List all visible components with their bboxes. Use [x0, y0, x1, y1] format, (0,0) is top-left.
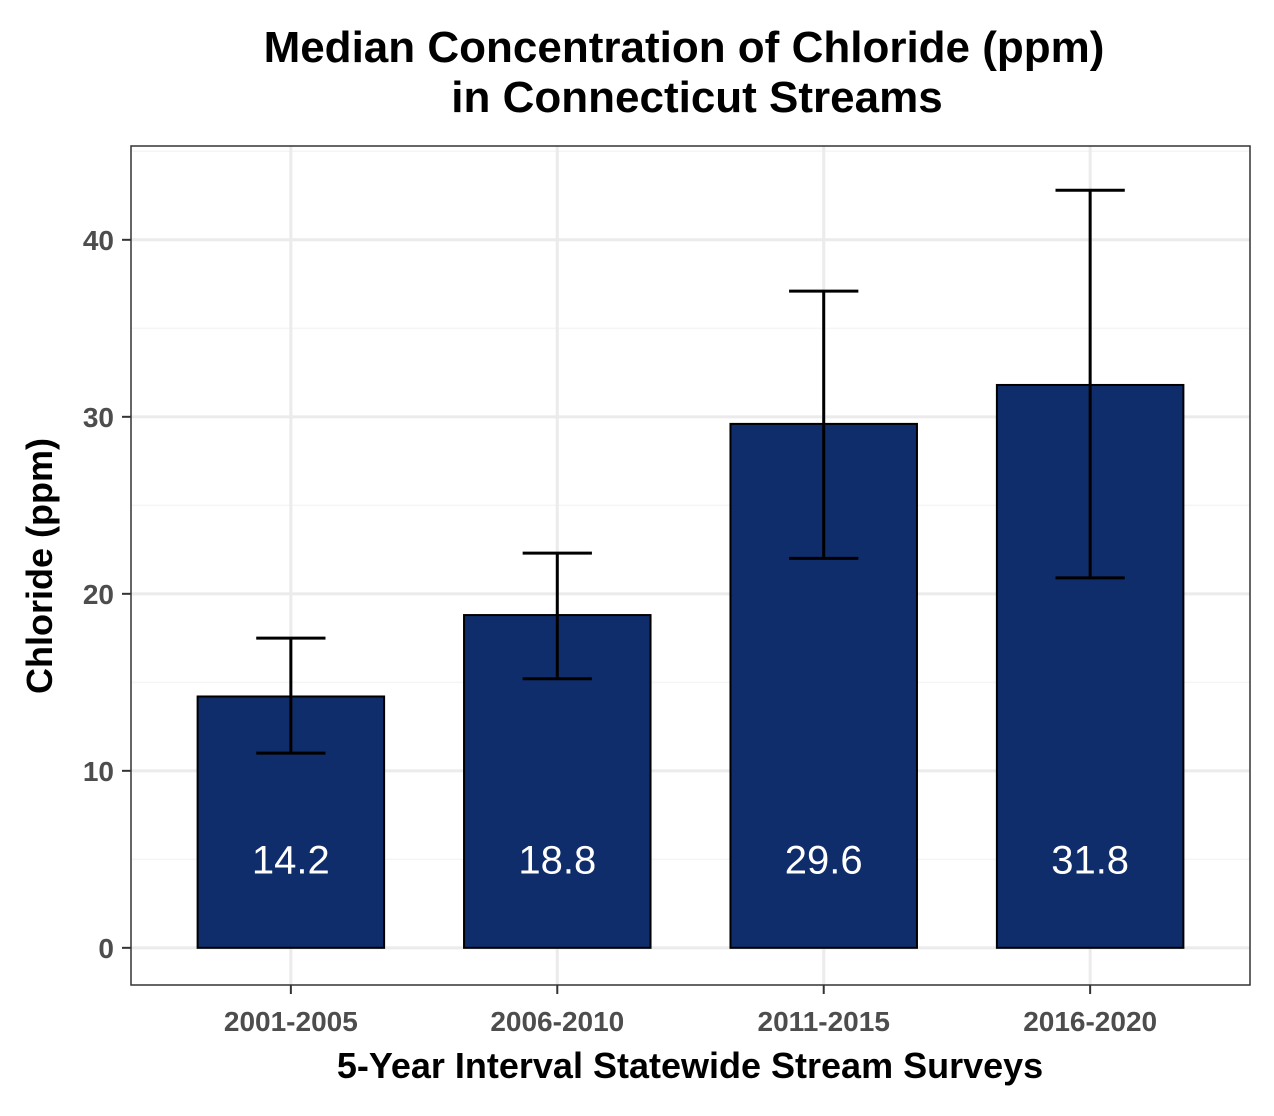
y-tick-label: 0	[98, 933, 114, 964]
bar-value-label: 29.6	[785, 838, 863, 882]
panel-border	[130, 145, 1251, 986]
y-axis-title: Chloride (ppm)	[19, 438, 60, 694]
bar-value-label: 18.8	[518, 838, 596, 882]
x-tick-label: 2011-2015	[758, 1006, 890, 1037]
y-tick-label: 20	[83, 579, 114, 610]
x-tick-label: 2001-2005	[224, 1006, 358, 1037]
y-tick-label: 40	[83, 225, 114, 256]
bar-value-labels: 14.2 18.8 29.6 31.8	[252, 838, 1129, 882]
chart-subtitle: in Connecticut Streams	[451, 73, 942, 122]
bar-value-label: 14.2	[252, 838, 330, 882]
y-tick-label: 30	[83, 402, 114, 433]
chart-title: Median Concentration of Chloride (ppm)	[264, 23, 1105, 72]
x-tick-label: 2016-2020	[1023, 1006, 1157, 1037]
y-tick-label: 10	[83, 756, 114, 787]
error-bars	[256, 188, 1125, 755]
y-axis: 0 10 20 30 40	[83, 225, 131, 964]
bars	[196, 383, 1185, 949]
x-axis: 2001-2005 2006-2010 2011-2015 2016-2020	[224, 985, 1157, 1037]
bar-value-label: 31.8	[1051, 838, 1129, 882]
x-axis-title: 5-Year Interval Statewide Stream Surveys	[337, 1045, 1043, 1086]
x-tick-label: 2006-2010	[490, 1006, 624, 1037]
